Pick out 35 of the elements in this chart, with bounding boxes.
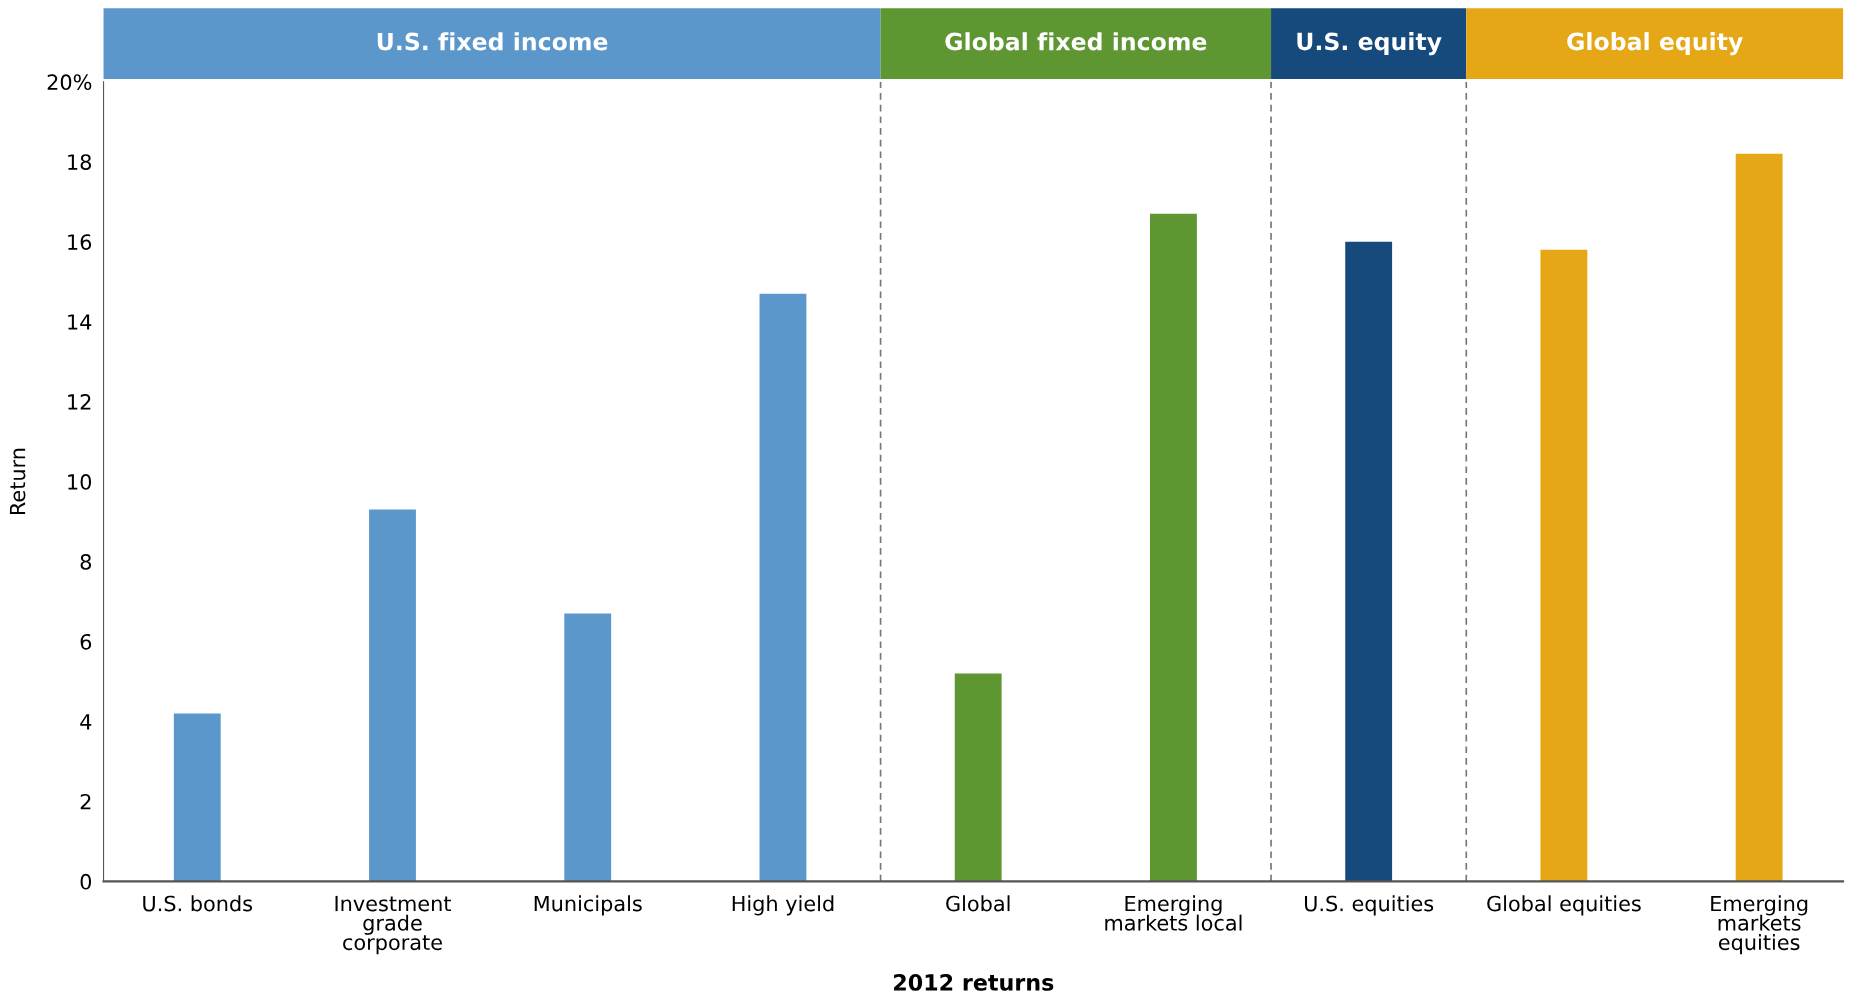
x-tick-label: Municipals [534, 895, 642, 916]
x-tick-label: High yield [732, 895, 834, 916]
x-tick-label: U.S. equities [1304, 895, 1434, 916]
text: U.S. equity [1297, 32, 1442, 56]
text: U.S. fixed income [377, 32, 608, 51]
y-tick-label: 18 [68, 154, 92, 170]
y-tick-label: 6 [80, 633, 92, 650]
x-tick-label: Global equities [1487, 895, 1641, 916]
bar [1150, 213, 1197, 882]
bar [759, 293, 807, 882]
y-axis-title: Return [9, 448, 26, 515]
bar [1735, 153, 1783, 882]
y-tick-label: 0 [80, 873, 92, 890]
y-tick-label: 10 [68, 474, 92, 490]
y-tick-label: 4 [80, 714, 92, 730]
bar [173, 713, 221, 882]
y-tick-label: 8 [80, 554, 92, 570]
y-tick-label: 12 [68, 394, 91, 410]
x-tick-label: U.S. bonds [143, 895, 253, 912]
bar [1540, 249, 1588, 882]
x-tick-label: Emerging markets equities [1711, 895, 1808, 955]
bar [369, 509, 416, 882]
x-tick-label: Global [946, 895, 1010, 912]
y-tick-label: 16 [68, 234, 92, 250]
y-tick-label: 14 [68, 314, 92, 330]
x-axis-title: 2012 returns [894, 974, 1054, 991]
x-tick-label: Investment grade corporate [335, 895, 451, 955]
bar [954, 673, 1002, 882]
text: Global equity [1567, 32, 1743, 56]
text: Global fixed income [945, 32, 1207, 51]
bar [1345, 241, 1393, 882]
x-tick-label: Emerging markets local [1105, 895, 1242, 931]
y-tick-label: 20% [47, 74, 92, 91]
y-tick-label: 2 [80, 793, 91, 810]
bar [564, 613, 612, 882]
